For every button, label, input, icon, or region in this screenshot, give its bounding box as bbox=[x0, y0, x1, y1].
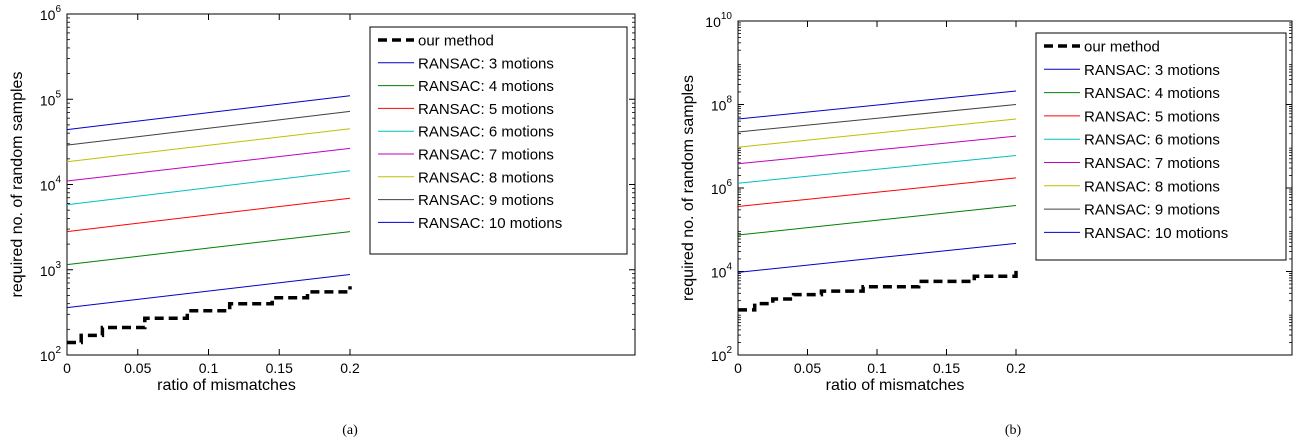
legend-label: RANSAC: 5 motions bbox=[1084, 108, 1220, 125]
series-line-7-motions bbox=[737, 135, 1017, 165]
series-line-3-motions bbox=[737, 242, 1017, 273]
y-tick-label: 102 bbox=[40, 345, 62, 364]
series-line-10-motions bbox=[66, 95, 351, 131]
series-line-4-motions bbox=[737, 205, 1017, 236]
legend-label: RANSAC: 4 motions bbox=[1084, 85, 1220, 102]
series-line-our-method bbox=[738, 270, 1018, 312]
series-line-our-method bbox=[67, 286, 352, 345]
series-line-9-motions bbox=[66, 110, 351, 146]
y-tick-label: 104 bbox=[40, 175, 62, 194]
series-line-3-motions bbox=[66, 274, 351, 309]
series-line-6-motions bbox=[737, 155, 1017, 184]
legend-box bbox=[1035, 32, 1287, 261]
x-tick-label: 0.05 bbox=[794, 360, 821, 376]
x-tick-label: 0.1 bbox=[867, 360, 887, 376]
legend-box bbox=[369, 26, 628, 255]
x-tick-label: 0.2 bbox=[1006, 360, 1026, 376]
legend-label: RANSAC: 6 motions bbox=[1084, 132, 1220, 149]
y-tick-label: 1010 bbox=[705, 11, 732, 30]
x-tick-label: 0.2 bbox=[340, 360, 360, 376]
legend-label: RANSAC: 7 motions bbox=[1084, 155, 1220, 172]
panel-caption: (a) bbox=[342, 423, 358, 438]
series-line-8-motions bbox=[66, 128, 351, 163]
legend-label: RANSAC: 4 motions bbox=[418, 78, 554, 95]
y-tick-label: 104 bbox=[711, 262, 733, 281]
legend-label: RANSAC: 9 motions bbox=[1084, 202, 1220, 219]
legend-label: RANSAC: 6 motions bbox=[418, 124, 554, 141]
chart-panel-2: 102 104 106 108 1010 0 0.05 0.1 0.15 0.2 ratio of … bbox=[680, 11, 1293, 438]
legend-label: RANSAC: 9 motions bbox=[418, 192, 554, 209]
y-axis-label: required no. of random samples bbox=[680, 75, 697, 301]
y-tick-label: 106 bbox=[40, 4, 62, 23]
x-tick-label: 0.1 bbox=[199, 360, 219, 376]
y-tick-label: 103 bbox=[40, 260, 62, 279]
legend: our method RANSAC: 3 motions RANSAC: 4 mot… bbox=[1035, 32, 1287, 261]
legend-label: our method bbox=[1084, 39, 1160, 56]
series-line-4-motions bbox=[66, 231, 351, 266]
legend-label: our method bbox=[418, 33, 494, 50]
x-tick-label: 0 bbox=[63, 360, 71, 376]
x-tick-label: 0.05 bbox=[124, 360, 151, 376]
x-axis-label: ratio of mismatches bbox=[157, 377, 296, 394]
y-tick-label: 108 bbox=[711, 95, 733, 114]
x-tick-label: 0.15 bbox=[933, 360, 960, 376]
legend-label: RANSAC: 5 motions bbox=[418, 101, 554, 118]
legend-label: RANSAC: 10 motions bbox=[418, 215, 562, 232]
y-tick-label: 106 bbox=[711, 178, 733, 197]
legend-label: RANSAC: 3 motions bbox=[1084, 62, 1220, 79]
x-axis-label: ratio of mismatches bbox=[826, 377, 965, 394]
series-line-5-motions bbox=[66, 197, 351, 233]
series-line-10-motions bbox=[737, 90, 1017, 120]
series-line-8-motions bbox=[737, 118, 1017, 148]
panel-caption: (b) bbox=[1005, 423, 1022, 438]
legend: our method RANSAC: 3 motions RANSAC: 4 mot… bbox=[369, 26, 628, 255]
legend-label: RANSAC: 3 motions bbox=[418, 55, 554, 72]
x-tick-label: 0.15 bbox=[266, 360, 293, 376]
legend-label: RANSAC: 10 motions bbox=[1084, 225, 1228, 242]
legend-label: RANSAC: 8 motions bbox=[1084, 178, 1220, 195]
y-tick-label: 105 bbox=[40, 89, 62, 108]
legend-label: RANSAC: 7 motions bbox=[418, 147, 554, 164]
y-tick-label: 102 bbox=[711, 345, 733, 364]
series-line-9-motions bbox=[737, 104, 1017, 133]
legend-label: RANSAC: 8 motions bbox=[418, 169, 554, 186]
x-tick-label: 0 bbox=[734, 360, 742, 376]
chart-panel-1: 102 103 104 105 106 0 0.05 0.1 0.15 0.2 ratio of m… bbox=[9, 4, 636, 438]
series-line-5-motions bbox=[737, 177, 1017, 207]
y-axis-label: required no. of random samples bbox=[9, 72, 26, 298]
series-line-6-motions bbox=[66, 170, 351, 206]
series-line-7-motions bbox=[66, 147, 351, 182]
